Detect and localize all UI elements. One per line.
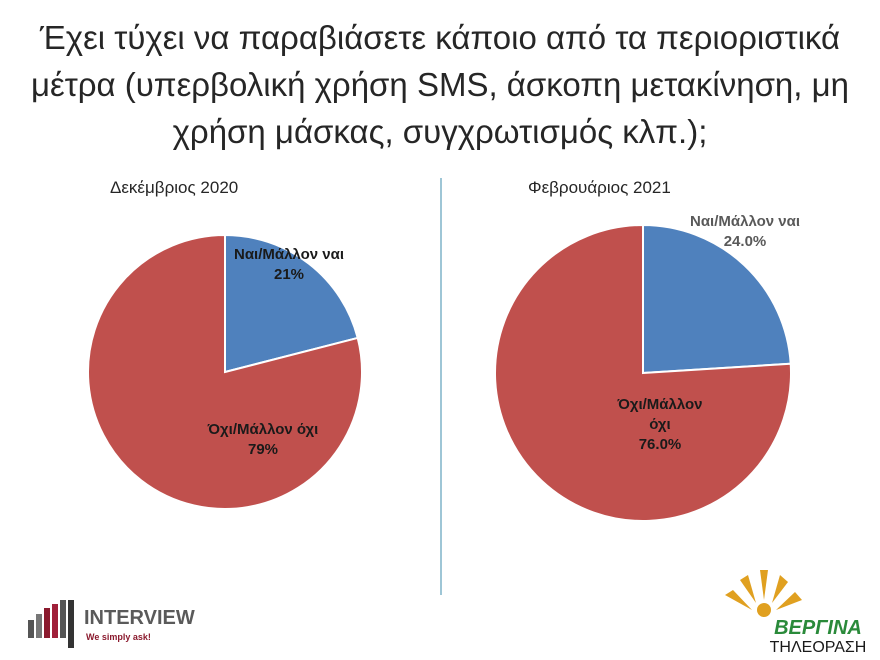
slice-label: Ναι/Μάλλον ναι 21% [214,245,364,285]
chart-subtitle: Δεκέμβριος 2020 [110,178,239,197]
category-label: Όχι/Μάλλον όχι [617,396,703,433]
category-label: Ναι/Μάλλον ναι [233,246,344,263]
value-label: 76.0% [638,436,682,453]
pie-slice [224,233,359,374]
category-label: Όχι/Μάλλον όχι [207,421,319,438]
vergina-sub: ΤΗΛΕΟΡΑΣΗ [770,639,867,656]
slice-label: Ναι/Μάλλον ναι 24.0% [690,212,800,252]
interview-tagline: We simply ask! [86,632,151,642]
value-label: 24.0% [723,233,767,250]
page-title: Έχει τύχει να παραβιάσετε κάποιο από τα … [30,19,849,150]
pie-slice [494,223,792,522]
slice-label: Όχι/Μάλλον όχι 76.0% [605,395,715,455]
value-label: 79% [247,441,279,458]
vergina-sun [725,570,802,617]
category-label: Ναι/Μάλλον ναι [690,213,801,230]
interview-logo-icon [28,600,74,648]
interview-logo: INTERVIEW [84,607,195,629]
pie-slice [87,233,363,510]
slice-label: Όχι/Μάλλον όχι 79% [188,420,338,460]
value-label: 21% [273,266,305,283]
pie-slice [642,223,792,375]
vergina-logo: ΒΕΡΓΙΝΑ [774,617,862,639]
chart-subtitle: Φεβρουάριος 2021 [528,178,671,197]
